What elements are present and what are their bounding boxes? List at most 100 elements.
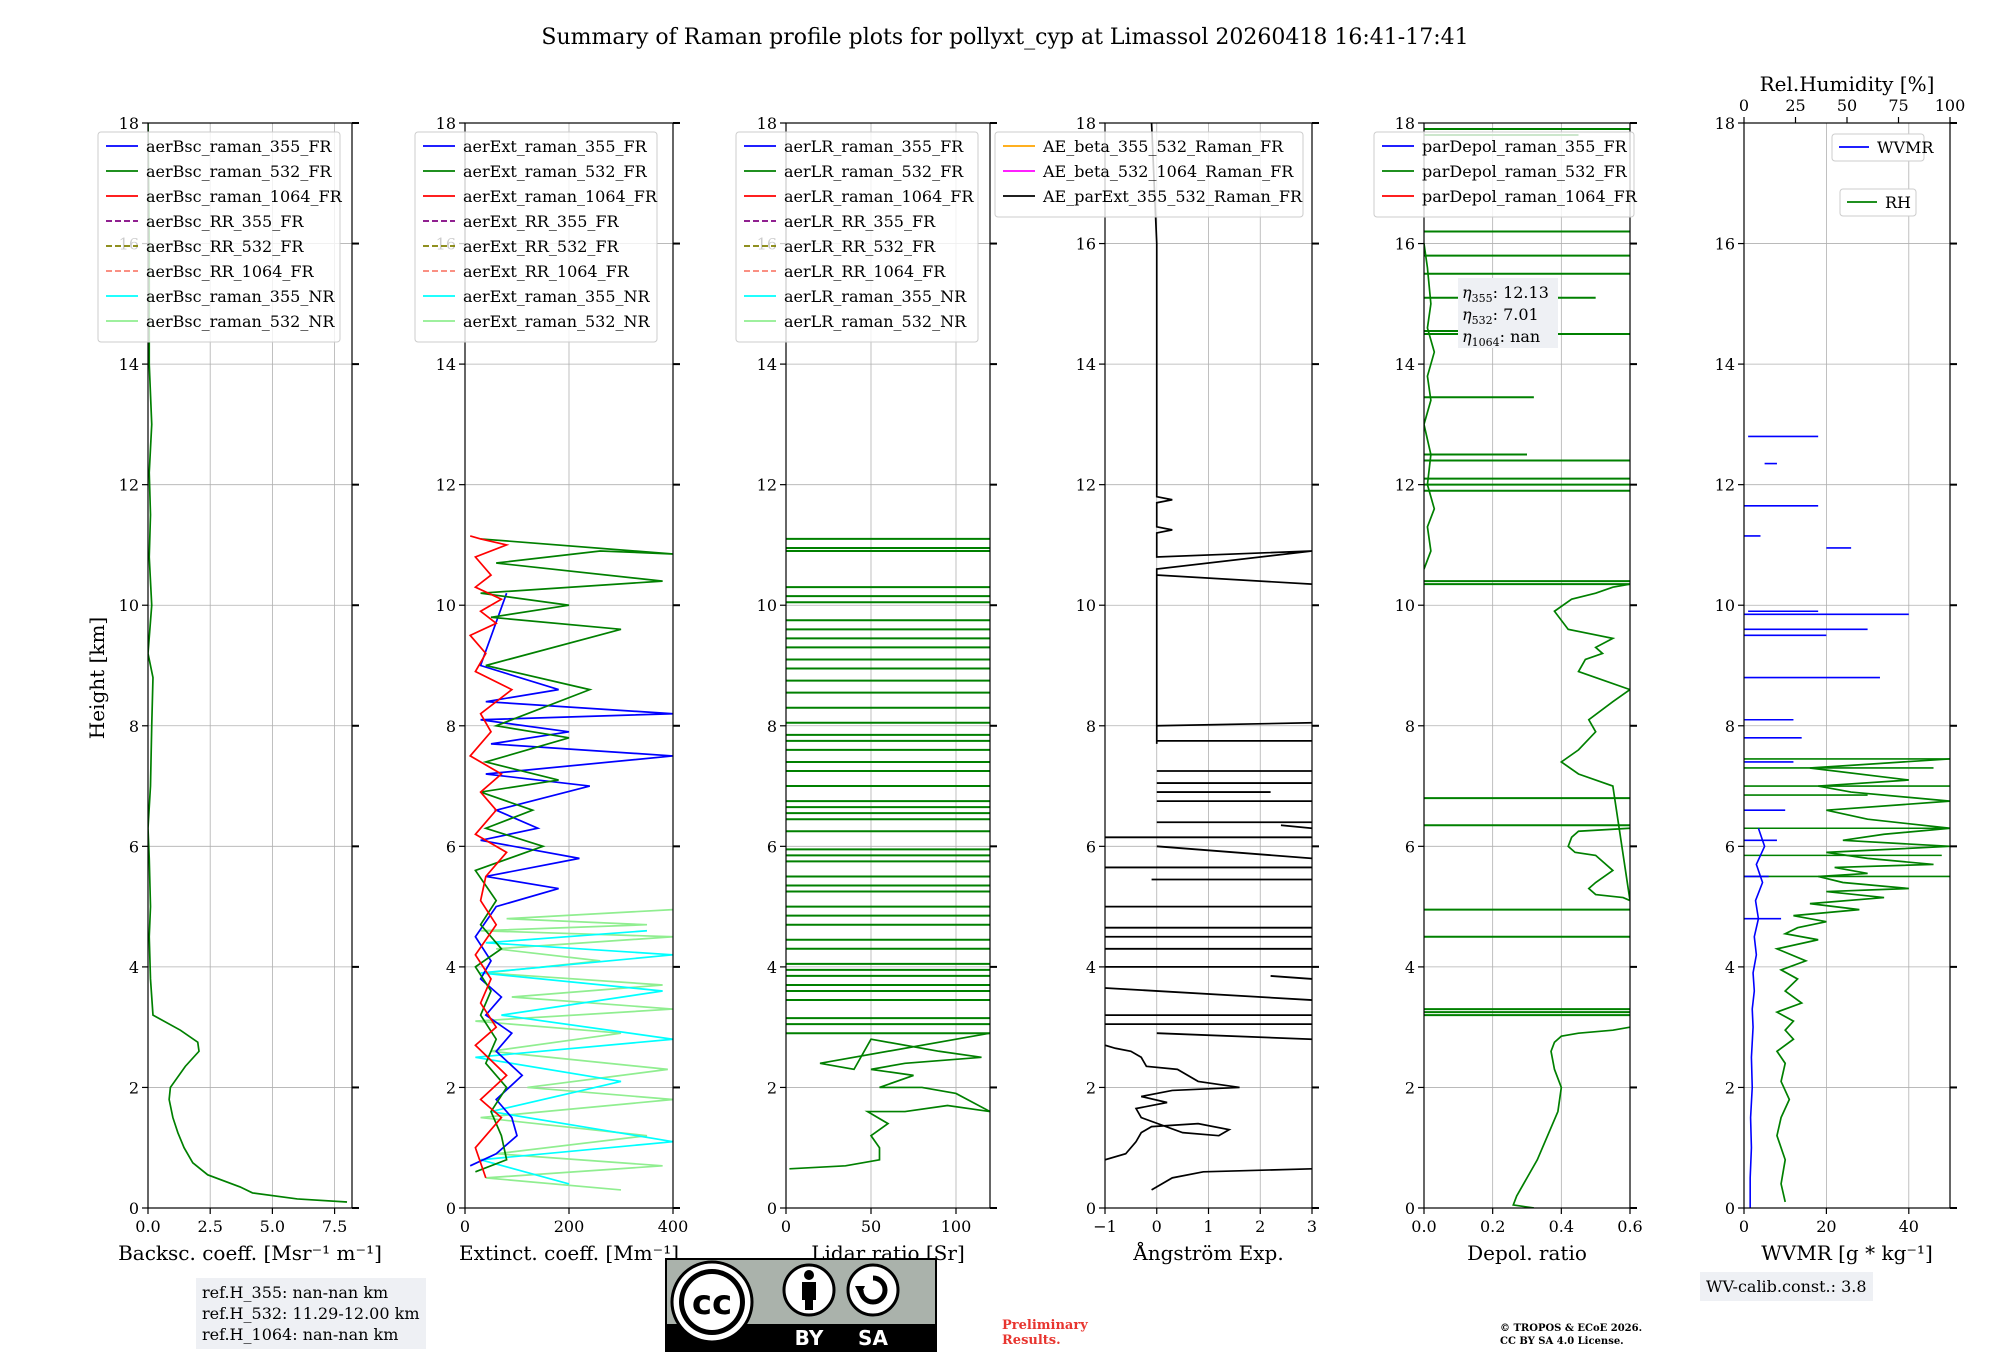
legend-box xyxy=(1831,133,1925,162)
y-tick-label: 2 xyxy=(1725,1078,1735,1097)
data-segment xyxy=(1270,975,1312,980)
series-line xyxy=(789,1032,990,1170)
y-tick-label: 12 xyxy=(436,476,456,495)
legend-label: aerExt_RR_355_FR xyxy=(463,212,620,231)
x-tick-label: 3 xyxy=(1307,1217,1317,1236)
legend-label: aerExt_raman_532_NR xyxy=(463,312,651,331)
x-tick-label: 0.4 xyxy=(1549,1217,1574,1236)
legend-box xyxy=(1373,131,1635,218)
plot-frame xyxy=(147,122,353,1209)
x-tick-label: 50 xyxy=(861,1217,881,1236)
data-layer xyxy=(1744,435,1950,1208)
series-line xyxy=(1512,1026,1630,1208)
y-tick-label: 4 xyxy=(446,958,456,977)
cc-mark: cc xyxy=(692,1283,732,1323)
y-tick-label: 10 xyxy=(757,596,777,615)
y-tick-label: 14 xyxy=(757,355,777,374)
plot-frame xyxy=(1743,122,1951,1209)
y-tick-label: 14 xyxy=(1076,355,1096,374)
legend-label: aerExt_RR_1064_FR xyxy=(463,262,630,281)
x-tick-label: 0.0 xyxy=(135,1217,160,1236)
y-tick-label: 8 xyxy=(1725,717,1735,736)
legend-label: aerBsc_RR_532_FR xyxy=(146,237,304,256)
y-tick-label: 10 xyxy=(119,596,139,615)
y-tick-label: 6 xyxy=(1405,837,1415,856)
copyright-note: © TROPOS & ECoE 2026. CC BY SA 4.0 Licen… xyxy=(1500,1322,1642,1348)
legend-label: aerBsc_raman_1064_FR xyxy=(146,187,343,206)
x-tick-label: 2 xyxy=(1255,1217,1265,1236)
legend-label: aerExt_raman_355_FR xyxy=(463,137,648,156)
legend-label: aerBsc_RR_1064_FR xyxy=(146,262,315,281)
data-layer xyxy=(1105,123,1312,1191)
y-axis-label: Height [km] xyxy=(85,617,109,739)
cc-by-sa-logo: cc BY SA xyxy=(665,1258,937,1352)
x-tick-label: 0.6 xyxy=(1617,1217,1642,1236)
x-axis-label: WVMR [g * kg⁻¹] xyxy=(1761,1241,1933,1265)
x-tick-label: 400 xyxy=(658,1217,689,1236)
y-tick-label: 6 xyxy=(446,837,456,856)
top-tick-label: 75 xyxy=(1888,96,1908,115)
y-tick-label: 0 xyxy=(1725,1199,1735,1218)
y-tick-label: 8 xyxy=(1405,717,1415,736)
y-tick-label: 14 xyxy=(1715,355,1735,374)
wvmr-profile xyxy=(1749,827,1766,1208)
series-line xyxy=(468,535,514,1179)
y-tick-label: 12 xyxy=(1715,476,1735,495)
panel-lr: 024681012141618050100Lidar ratio [Sr]aer… xyxy=(735,114,997,1265)
x-tick-label: 0 xyxy=(1152,1217,1162,1236)
y-tick-label: 2 xyxy=(1405,1078,1415,1097)
reference-height-box: ref.H_355: nan-nan km ref.H_532: 11.29-1… xyxy=(196,1278,426,1349)
top-tick-label: 25 xyxy=(1785,96,1805,115)
series-line xyxy=(1105,1044,1240,1161)
wv-calibration-box: WV-calib.const.: 3.8 xyxy=(1700,1272,1873,1301)
legend-label: parDepol_raman_532_FR xyxy=(1422,162,1628,181)
y-tick-label: 14 xyxy=(436,355,456,374)
legend-label: aerLR_raman_532_NR xyxy=(784,312,967,331)
preliminary-line-1: Preliminary xyxy=(1002,1318,1088,1333)
ref-h-355: ref.H_355: nan-nan km xyxy=(202,1283,389,1302)
legend-label: aerBsc_raman_532_FR xyxy=(146,162,332,181)
x-tick-label: 0.0 xyxy=(1411,1217,1436,1236)
y-tick-label: 18 xyxy=(757,114,777,133)
legend-label: aerBsc_RR_355_FR xyxy=(146,212,304,231)
plot-frame xyxy=(1423,122,1631,1209)
ref-h-532: ref.H_532: 11.29-12.00 km xyxy=(202,1304,420,1323)
legend-label: aerLR_raman_355_NR xyxy=(784,287,967,306)
x-axis-label: Ångström Exp. xyxy=(1132,1240,1283,1265)
figure-title: Summary of Raman profile plots for polly… xyxy=(541,25,1468,50)
legend-label: AE_beta_355_532_Raman_FR xyxy=(1042,137,1284,156)
eta-annotation: η355: 12.13 xyxy=(1462,283,1549,305)
top-tick-label: 50 xyxy=(1837,96,1857,115)
cc-by-label: BY xyxy=(795,1326,824,1350)
series-line xyxy=(148,123,348,1203)
y-tick-label: 4 xyxy=(1405,958,1415,977)
y-tick-label: 6 xyxy=(1725,837,1735,856)
y-tick-label: 0 xyxy=(446,1199,456,1218)
y-tick-label: 14 xyxy=(119,355,139,374)
legend-box xyxy=(735,131,979,343)
y-tick-label: 0 xyxy=(129,1199,139,1218)
data-layer xyxy=(786,537,990,1170)
y-tick-label: 14 xyxy=(1395,355,1415,374)
y-tick-label: 2 xyxy=(1086,1078,1096,1097)
y-tick-label: 4 xyxy=(767,958,777,977)
y-tick-label: 6 xyxy=(1086,837,1096,856)
cc-sa-label: SA xyxy=(858,1326,888,1350)
legend-label: aerLR_RR_355_FR xyxy=(784,212,936,231)
eta-annotation: η1064: nan xyxy=(1462,327,1540,349)
copyright-line-2: CC BY SA 4.0 License. xyxy=(1500,1336,1624,1347)
y-tick-label: 18 xyxy=(436,114,456,133)
y-tick-label: 16 xyxy=(1395,235,1415,254)
y-tick-label: 18 xyxy=(119,114,139,133)
legend-label: parDepol_raman_1064_FR xyxy=(1422,187,1638,206)
data-segment xyxy=(1156,1032,1312,1041)
series-line xyxy=(1150,123,1312,744)
y-tick-label: 12 xyxy=(1395,476,1415,495)
legend-label: aerExt_raman_355_NR xyxy=(463,287,651,306)
legend-label: aerBsc_raman_355_NR xyxy=(146,287,335,306)
legend-label: aerLR_raman_1064_FR xyxy=(784,187,974,206)
legend-box xyxy=(994,131,1304,218)
wv-calib-const: WV-calib.const.: 3.8 xyxy=(1706,1277,1867,1296)
y-tick-label: 8 xyxy=(1086,717,1096,736)
